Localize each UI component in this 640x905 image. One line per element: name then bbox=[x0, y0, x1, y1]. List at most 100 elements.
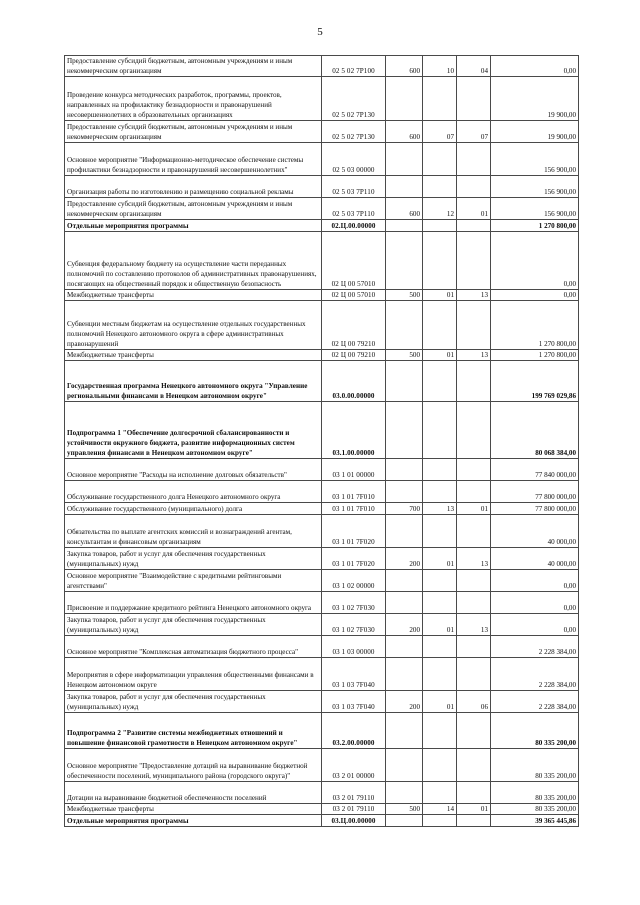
row-subsection-cell bbox=[456, 635, 491, 659]
row-name-cell: Субвенции местным бюджетам на осуществле… bbox=[64, 300, 322, 351]
table-row: Межбюджетные трансферты 03 2 01 79110 500 1… bbox=[64, 803, 579, 816]
row-name-cell: Отдельные мероприятия программы bbox=[64, 219, 322, 233]
row-amount-cell: 2 228 384,00 bbox=[490, 657, 579, 692]
row-section-cell bbox=[422, 142, 457, 177]
row-subsection-cell bbox=[456, 300, 491, 351]
table-row: Предоставление субсидий бюджетным, автон… bbox=[64, 120, 579, 144]
table-row: Подпрограмма 1 "Обеспечение долгосрочной… bbox=[64, 401, 579, 460]
row-section-cell: 13 bbox=[422, 502, 457, 516]
table-row: Субвенции местным бюджетам на осуществле… bbox=[64, 300, 579, 351]
row-code-cell: 02 Ц 00 79210 bbox=[321, 300, 386, 351]
table-row: Обслуживание государственного (муниципал… bbox=[64, 502, 579, 516]
row-amount-cell: 1 270 800,00 bbox=[490, 349, 579, 362]
table-row: Основное мероприятие "Информационно-мето… bbox=[64, 142, 579, 177]
row-group-cell bbox=[385, 480, 423, 504]
row-code-cell: 02 5 02 7Р130 bbox=[321, 76, 386, 122]
row-subsection-cell: 13 bbox=[456, 349, 491, 362]
row-code-cell: 03.2.00.00000 bbox=[321, 712, 386, 750]
row-subsection-cell bbox=[456, 142, 491, 177]
row-subsection-cell: 04 bbox=[456, 54, 491, 78]
row-subsection-cell bbox=[456, 231, 491, 291]
row-amount-cell: 156 900,00 bbox=[490, 142, 579, 177]
row-code-cell: 03 2 01 79110 bbox=[321, 803, 386, 816]
row-section-cell bbox=[422, 76, 457, 122]
row-group-cell: 500 bbox=[385, 803, 423, 816]
row-code-cell: 02.Ц.00.00000 bbox=[321, 219, 386, 233]
row-subsection-cell bbox=[456, 219, 491, 233]
row-subsection-cell: 01 bbox=[456, 803, 491, 816]
row-section-cell: 01 bbox=[422, 547, 457, 571]
row-amount-cell: 39 365 445,86 bbox=[490, 814, 579, 828]
budget-appropriations-table: Предоставление субсидий бюджетным, автон… bbox=[64, 54, 579, 828]
row-name-cell: Предоставление субсидий бюджетным, автон… bbox=[64, 54, 322, 78]
row-subsection-cell bbox=[456, 401, 491, 460]
table-row: Мероприятия в сфере информатизации управ… bbox=[64, 657, 579, 692]
row-section-cell bbox=[422, 231, 457, 291]
row-section-cell bbox=[422, 514, 457, 549]
row-name-cell: Субвенция федеральному бюджету на осущес… bbox=[64, 231, 322, 291]
row-amount-cell: 1 270 800,00 bbox=[490, 219, 579, 233]
row-amount-cell: 77 840 000,00 bbox=[490, 458, 579, 482]
row-subsection-cell bbox=[456, 781, 491, 805]
row-amount-cell: 156 900,00 bbox=[490, 175, 579, 199]
row-group-cell bbox=[385, 781, 423, 805]
row-section-cell bbox=[422, 360, 457, 403]
row-group-cell: 600 bbox=[385, 197, 423, 221]
row-subsection-cell bbox=[456, 514, 491, 549]
row-code-cell: 02 5 02 7Р100 bbox=[321, 54, 386, 78]
row-name-cell: Предоставление субсидий бюджетным, автон… bbox=[64, 197, 322, 221]
row-group-cell: 600 bbox=[385, 54, 423, 78]
row-section-cell: 10 bbox=[422, 54, 457, 78]
row-name-cell: Обслуживание государственного долга Нене… bbox=[64, 480, 322, 504]
row-code-cell: 03 1 01 00000 bbox=[321, 458, 386, 482]
row-code-cell: 02 Ц 00 79210 bbox=[321, 349, 386, 362]
table-row: Проведение конкурса методических разрабо… bbox=[64, 76, 579, 122]
row-name-cell: Основное мероприятие "Информационно-мето… bbox=[64, 142, 322, 177]
row-code-cell: 03 1 02 00000 bbox=[321, 569, 386, 593]
row-group-cell bbox=[385, 657, 423, 692]
row-code-cell: 02 5 03 7Р110 bbox=[321, 175, 386, 199]
row-code-cell: 03.0.00.00000 bbox=[321, 360, 386, 403]
row-name-cell: Отдельные мероприятия программы bbox=[64, 814, 322, 828]
table-row: Присвоение и поддержание кредитного рейт… bbox=[64, 591, 579, 615]
row-name-cell: Закупка товаров, работ и услуг для обесп… bbox=[64, 690, 322, 714]
row-group-cell bbox=[385, 712, 423, 750]
row-group-cell bbox=[385, 458, 423, 482]
row-name-cell: Присвоение и поддержание кредитного рейт… bbox=[64, 591, 322, 615]
row-code-cell: 03.1.00.00000 bbox=[321, 401, 386, 460]
row-group-cell bbox=[385, 231, 423, 291]
row-code-cell: 02 Ц 00 57010 bbox=[321, 231, 386, 291]
row-group-cell bbox=[385, 591, 423, 615]
row-group-cell: 200 bbox=[385, 547, 423, 571]
row-code-cell: 03 1 02 7F030 bbox=[321, 613, 386, 637]
row-name-cell: Организация работы по изготовлению и раз… bbox=[64, 175, 322, 199]
row-amount-cell: 2 228 384,00 bbox=[490, 690, 579, 714]
row-section-cell bbox=[422, 401, 457, 460]
page-number: 5 bbox=[317, 26, 323, 38]
row-group-cell bbox=[385, 300, 423, 351]
row-subsection-cell bbox=[456, 748, 491, 783]
row-amount-cell: 156 900,00 bbox=[490, 197, 579, 221]
row-group-cell bbox=[385, 569, 423, 593]
row-subsection-cell bbox=[456, 712, 491, 750]
table-row: Основное мероприятие "Предоставление дот… bbox=[64, 748, 579, 783]
row-name-cell: Межбюджетные трансферты bbox=[64, 289, 322, 302]
row-section-cell bbox=[422, 657, 457, 692]
row-section-cell bbox=[422, 458, 457, 482]
table-row: Предоставление субсидий бюджетным, автон… bbox=[64, 54, 579, 78]
row-name-cell: Закупка товаров, работ и услуг для обесп… bbox=[64, 547, 322, 571]
row-amount-cell: 40 000,00 bbox=[490, 547, 579, 571]
row-group-cell bbox=[385, 175, 423, 199]
row-group-cell: 200 bbox=[385, 690, 423, 714]
row-subsection-cell bbox=[456, 480, 491, 504]
row-code-cell: 03 1 01 7F010 bbox=[321, 480, 386, 504]
row-name-cell: Основное мероприятие "Предоставление дот… bbox=[64, 748, 322, 783]
row-name-cell: Межбюджетные трансферты bbox=[64, 803, 322, 816]
row-group-cell bbox=[385, 748, 423, 783]
row-group-cell bbox=[385, 76, 423, 122]
row-code-cell: 03 1 01 7F020 bbox=[321, 547, 386, 571]
row-amount-cell: 77 800 000,00 bbox=[490, 480, 579, 504]
row-group-cell: 500 bbox=[385, 289, 423, 302]
row-section-cell bbox=[422, 635, 457, 659]
